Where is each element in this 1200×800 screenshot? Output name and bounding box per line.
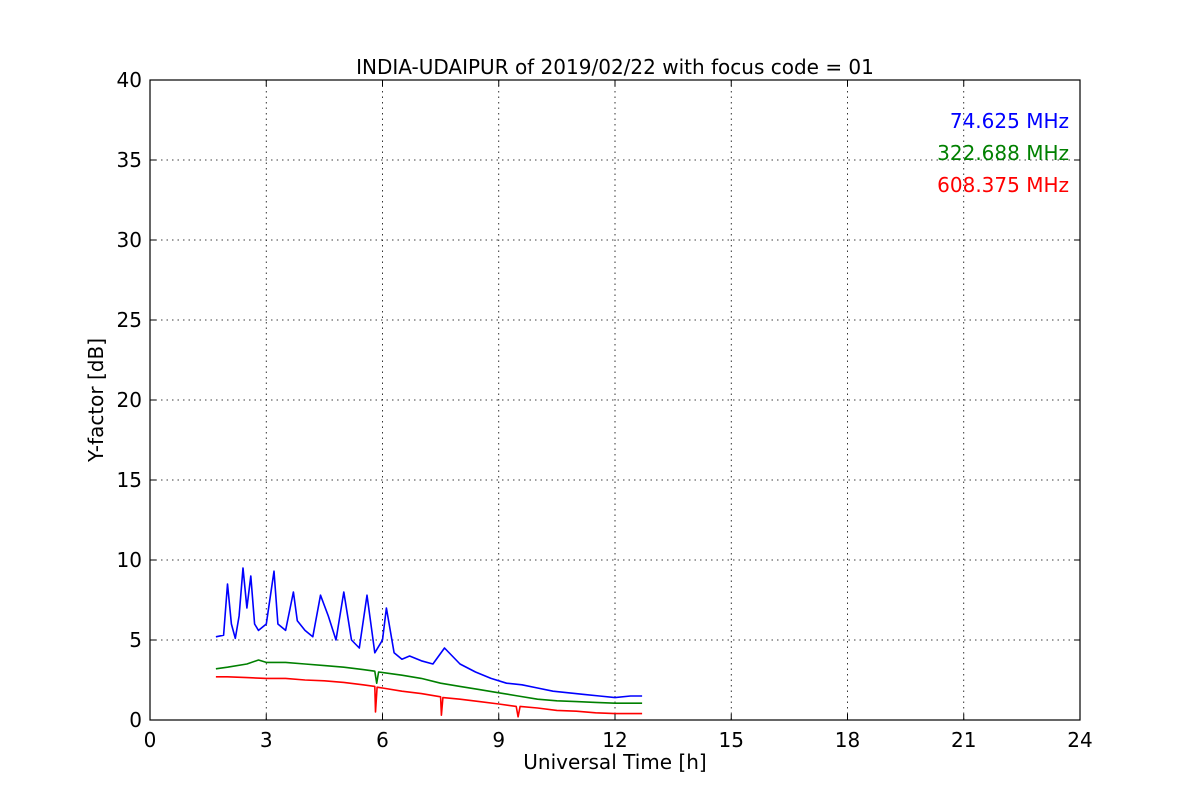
series-line-2 [215, 675, 643, 718]
chart-title: INDIA-UDAIPUR of 2019/02/22 with focus c… [356, 55, 874, 79]
y-tick-label: 0 [129, 708, 142, 732]
series-line-0 [215, 567, 643, 699]
y-tick-label: 30 [117, 228, 142, 252]
x-tick-label: 3 [260, 728, 273, 752]
ticks: 0 3 6 9 12 15 18 21 24 0 5 10 15 20 25 30 35 40 [117, 68, 1093, 752]
x-axis-label: Universal Time [h] [523, 750, 706, 774]
x-tick-label: 0 [144, 728, 157, 752]
series-line-1 [215, 659, 643, 705]
x-tick-label: 12 [602, 728, 627, 752]
y-tick-label: 15 [117, 468, 142, 492]
y-tick-label: 35 [117, 148, 142, 172]
x-tick-label: 21 [951, 728, 976, 752]
y-tick-label: 40 [117, 68, 142, 92]
legend-entry: 608.375 MHz [937, 173, 1069, 197]
grid [150, 80, 1080, 720]
y-tick-label: 5 [129, 628, 142, 652]
x-tick-label: 6 [376, 728, 389, 752]
legend: 74.625 MHz 322.688 MHz 608.375 MHz [937, 109, 1069, 197]
legend-entry: 74.625 MHz [950, 109, 1069, 133]
y-tick-label: 25 [117, 308, 142, 332]
x-tick-label: 15 [719, 728, 744, 752]
x-tick-label: 9 [492, 728, 505, 752]
legend-entry: 322.688 MHz [937, 141, 1069, 165]
x-tick-label: 18 [835, 728, 860, 752]
series-layer [215, 567, 643, 718]
y-tick-label: 20 [117, 388, 142, 412]
y-tick-label: 10 [117, 548, 142, 572]
x-tick-label: 24 [1067, 728, 1092, 752]
y-axis-label: Y-factor [dB] [84, 338, 108, 463]
